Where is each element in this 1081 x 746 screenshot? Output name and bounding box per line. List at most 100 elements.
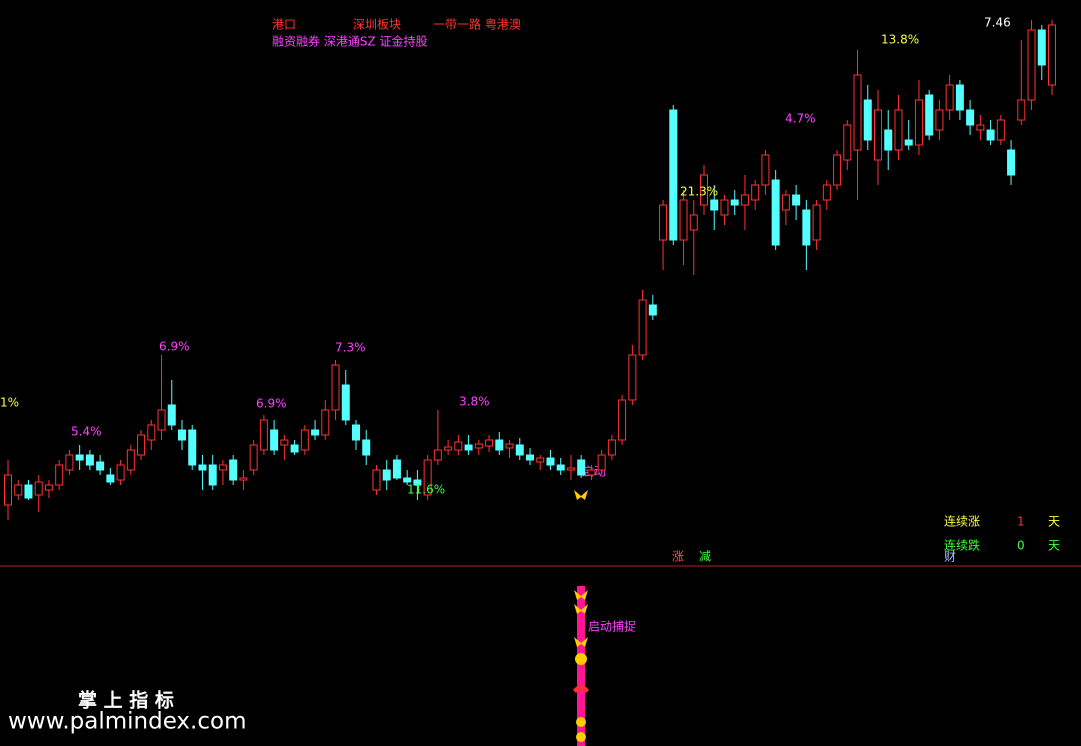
candle-body [884,129,893,151]
candle-body [874,109,882,161]
candle-body [1007,149,1016,176]
stat-value: 1 [1017,515,1025,529]
candle-body [843,124,852,161]
candle-body [96,461,105,471]
candle-body [321,409,330,436]
candle-body [198,464,207,471]
candle-body [781,194,790,211]
candle-body [802,209,811,246]
candle-body [740,194,749,206]
candle-body [730,199,739,206]
candle-body [587,469,596,476]
candle-body [925,94,934,136]
candle-body [167,404,176,426]
candle-body [65,454,74,471]
candle-body [515,444,524,456]
candle-body [464,444,473,451]
annotation: 7.3% [335,341,366,355]
candle-body [392,459,401,479]
candle-body [341,384,350,421]
candle-body [546,457,555,466]
candle-body [157,409,166,431]
candle-body [188,429,197,466]
candle-body [966,109,975,126]
candle-body [300,429,309,451]
candle-body [474,443,483,449]
watermark-url: www.palmindex.com [8,709,246,735]
candle-body [771,179,780,246]
candle-body [495,439,504,451]
marker: 涨 [672,549,684,564]
candle-body [372,469,381,491]
candle-body [1037,29,1046,66]
butterfly-icon [574,490,588,500]
candle-body [996,119,1005,141]
stat-label: 财 [944,550,956,564]
annotation: 7.46 [984,16,1011,30]
candle-body [945,84,954,111]
annotation: 13.8% [881,33,919,47]
annotation: 5.4% [71,425,102,439]
candle-body [628,354,637,401]
watermark-title: 掌 上 指 标 [78,689,174,712]
candle-body [208,464,217,486]
candle-body [976,124,985,131]
annotation: 6.9% [256,397,287,411]
candle-body [1017,99,1026,121]
candle-body [239,477,248,481]
butterfly-icon [574,604,588,614]
candle-body [4,474,12,506]
candle-body [403,477,412,483]
candle-body [85,454,94,466]
candle-body [556,464,565,471]
candle-body [822,184,831,201]
candles [4,20,1056,520]
candle-body [311,429,320,436]
candle-body [352,424,360,441]
stat-label: 连续涨 [944,514,980,529]
candle-body [986,129,995,141]
stat-label: 连续跌 [944,538,980,553]
candle-body [259,419,268,451]
tag: 深圳板块 [353,18,401,32]
candle-body [689,214,698,231]
candle-body [894,109,903,151]
candle-body [679,199,688,241]
marker: 启动捕捉 [588,619,636,634]
candle-body [24,484,33,499]
money-icon [575,653,587,665]
candle-body [229,459,238,481]
candle-body [597,454,606,471]
candle-body [454,441,463,451]
candle-body [106,474,115,483]
stat-unit: 天 [1048,515,1060,529]
candle-body [270,429,279,451]
candle-body [710,199,719,211]
candle-body [290,444,299,453]
candle-body [178,429,186,441]
tag: 港口 [272,18,296,32]
candle-body [44,484,53,491]
candle-body [1048,24,1056,86]
tag: 一带一路 粤港澳 [433,17,521,32]
candle-body [751,184,760,201]
candle-body [137,434,146,456]
candle-body [577,459,586,476]
candle-body [413,479,422,486]
annotation: 21.3% [680,185,718,199]
candle-body [147,424,156,441]
candle-body [812,204,821,241]
marker: 减 [699,550,711,564]
candle-body [700,174,708,206]
annotation: 4.7% [785,112,816,126]
candle-body [331,364,340,411]
candle-body [914,99,923,146]
annotation: 11.6% [407,483,445,497]
candle-body [116,464,125,481]
coin-icon [576,717,586,727]
candle-body [433,449,442,461]
candle-body [75,454,84,461]
candle-body [792,194,801,206]
candle-body [1027,29,1036,101]
